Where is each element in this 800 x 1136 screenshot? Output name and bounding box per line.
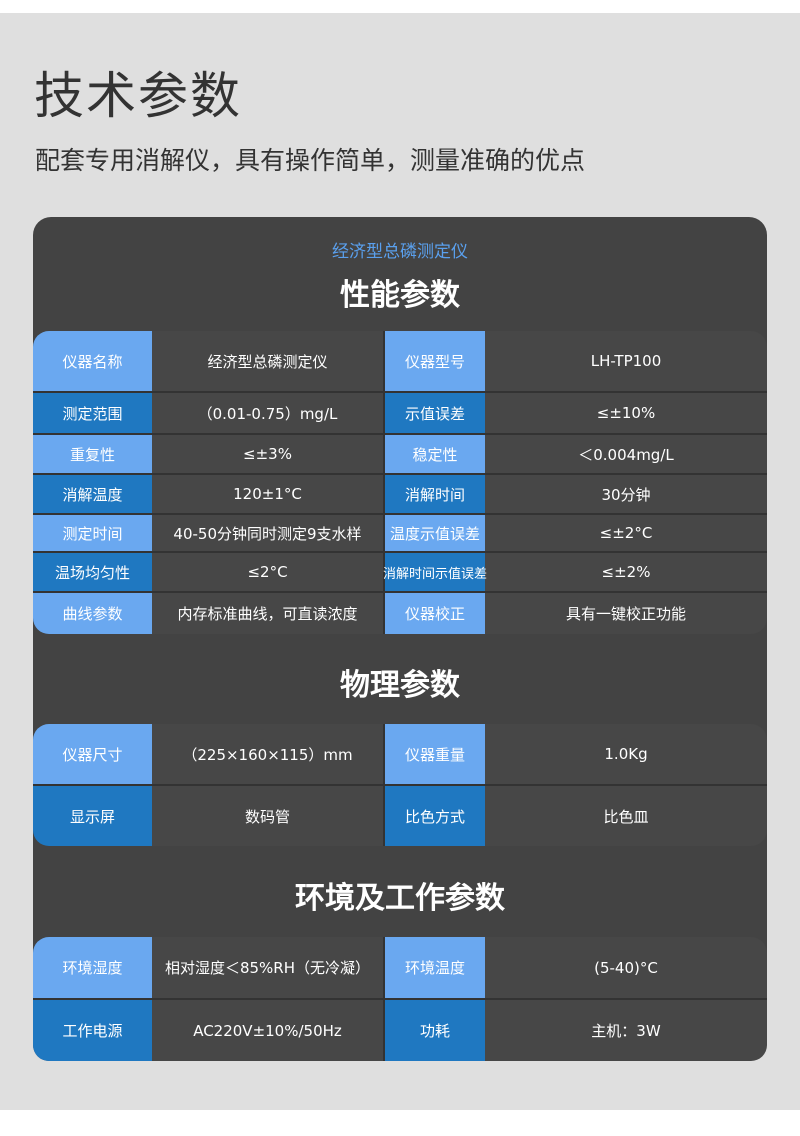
spec-table: 环境湿度 相对湿度＜85%RH（无冷凝） 环境温度 (5-40)°C 工作电源 AC220…	[33, 937, 767, 1061]
spec-value: 具有一键校正功能	[565, 605, 686, 623]
section-title: 环境及工作参数	[295, 881, 505, 916]
spec-label: 测定范围	[33, 393, 152, 433]
spec-value: 经济型总磷测定仪	[152, 331, 385, 391]
spec-value: （0.01-0.75）mg/L	[152, 393, 385, 433]
spec-label: 仪器尺寸	[33, 724, 152, 784]
spec-value: 30分钟	[601, 485, 651, 504]
spec-label: 仪器重量	[385, 724, 485, 784]
spec-value: ≤±10%	[596, 404, 656, 422]
spec-value: 内存标准曲线，可直读浓度	[152, 593, 385, 634]
spec-label: 环境湿度	[33, 937, 152, 998]
spec-value: ≤±2°C	[599, 524, 653, 542]
spec-value: 120±1°C	[152, 475, 385, 513]
spec-value: （225×160×115）mm	[152, 724, 385, 784]
spec-label: 重复性	[33, 435, 152, 473]
table-row: 重复性 ≤±3% 稳定性 ＜0.004mg/L	[33, 435, 767, 475]
spec-value: 40-50分钟同时测定9支水样	[152, 515, 385, 551]
table-row: 测定时间 40-50分钟同时测定9支水样 温度示值误差 ≤±2°C	[33, 515, 767, 553]
table-row: 仪器名称 经济型总磷测定仪 仪器型号 LH-TP100	[33, 331, 767, 393]
table-row: 消解温度 120±1°C 消解时间 30分钟	[33, 475, 767, 515]
spec-label: 仪器校正	[385, 593, 485, 634]
table-row: 仪器尺寸 （225×160×115）mm 仪器重量 1.0Kg	[33, 724, 767, 786]
table-row: 测定范围 （0.01-0.75）mg/L 示值误差 ≤±10%	[33, 393, 767, 435]
spec-label: 消解时间示值误差	[383, 553, 487, 591]
table-row: 环境湿度 相对湿度＜85%RH（无冷凝） 环境温度 (5-40)°C	[33, 937, 767, 1000]
page-subtitle: 配套专用消解仪，具有操作简单，测量准确的优点	[35, 146, 586, 175]
table-row: 曲线参数 内存标准曲线，可直读浓度 仪器校正 具有一键校正功能	[33, 593, 767, 634]
spec-value: 数码管	[152, 786, 385, 846]
section-title: 物理参数	[340, 668, 460, 703]
section-title: 性能参数	[340, 278, 460, 313]
spec-label: 稳定性	[385, 435, 485, 473]
spec-value: 相对湿度＜85%RH（无冷凝）	[152, 937, 385, 998]
spec-value: 主机：3W	[591, 1022, 661, 1040]
spec-label: 温场均匀性	[33, 553, 152, 591]
spec-table: 仪器尺寸 （225×160×115）mm 仪器重量 1.0Kg 显示屏 数码管 比色方式 比色…	[33, 724, 767, 846]
table-row: 显示屏 数码管 比色方式 比色皿	[33, 786, 767, 846]
spec-label: 功耗	[385, 1000, 485, 1061]
spec-value: ＜0.004mg/L	[578, 445, 674, 464]
spec-value: (5-40)°C	[594, 958, 658, 977]
spec-table: 仪器名称 经济型总磷测定仪 仪器型号 LH-TP100 测定范围 （0.01-0.75）m…	[33, 331, 767, 634]
spec-value: ≤±2%	[601, 563, 651, 581]
spec-value: AC220V±10%/50Hz	[152, 1000, 385, 1061]
spec-value: 1.0Kg	[604, 745, 648, 763]
spec-label: 工作电源	[33, 1000, 152, 1061]
spec-value: ≤±3%	[152, 435, 385, 473]
spec-label: 环境温度	[385, 937, 485, 998]
table-row: 工作电源 AC220V±10%/50Hz 功耗 主机：3W	[33, 1000, 767, 1061]
spec-label: 温度示值误差	[385, 515, 485, 551]
spec-label: 比色方式	[385, 786, 485, 846]
spec-label: 示值误差	[385, 393, 485, 433]
spec-value: 比色皿	[603, 807, 649, 826]
spec-value: LH-TP100	[590, 352, 662, 370]
spec-value: ≤2°C	[152, 553, 385, 591]
table-row: 温场均匀性 ≤2°C 消解时间示值误差 ≤±2%	[33, 553, 767, 593]
spec-label: 仪器名称	[33, 331, 152, 391]
spec-label: 仪器型号	[385, 331, 485, 391]
spec-label: 测定时间	[33, 515, 152, 551]
spec-label: 消解温度	[33, 475, 152, 513]
page-title: 技术参数	[34, 67, 242, 125]
product-name: 经济型总磷测定仪	[332, 242, 468, 262]
spec-label: 显示屏	[33, 786, 152, 846]
spec-label: 消解时间	[385, 475, 485, 513]
spec-label: 曲线参数	[33, 593, 152, 634]
